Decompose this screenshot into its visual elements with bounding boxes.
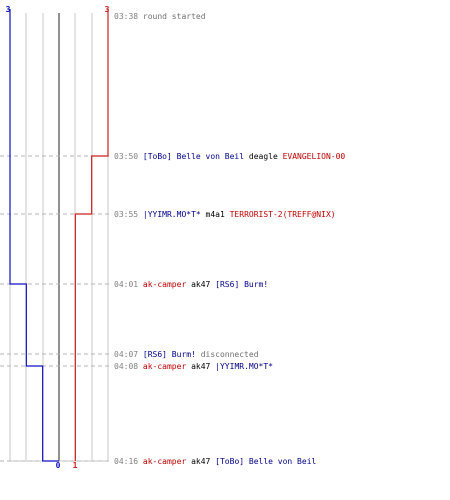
event-row: 04:08 ak-camper ak47 |YYIMR.MO*T*: [114, 362, 273, 371]
event-time: 03:38: [114, 12, 143, 21]
ct-end-count-label: 0: [56, 461, 61, 470]
event-part: disconnected: [196, 350, 259, 359]
event-time: 04:07: [114, 350, 143, 359]
event-part: [ToBo] Belle von Beil: [210, 457, 316, 466]
event-part: ak47: [186, 362, 210, 371]
event-row: 03:50 [ToBo] Belle von Beil deagle EVANG…: [114, 152, 345, 161]
team-count-labels: 3 3 0 1: [6, 5, 110, 470]
event-part: m4a1: [201, 210, 225, 219]
event-part: [ToBo] Belle von Beil: [143, 152, 244, 161]
event-part: |YYIMR.MO*T*: [143, 210, 201, 219]
event-connectors: [0, 155, 110, 462]
event-log: 03:38 round started 03:50 [ToBo] Belle vo…: [114, 12, 345, 466]
t-end-count-label: 1: [73, 461, 78, 470]
t-alive-line: [74, 9, 109, 461]
grid: [9, 13, 109, 462]
event-row: 04:01 ak-camper ak47 [RS6] Burm!: [114, 280, 268, 289]
event-time: 04:08: [114, 362, 143, 371]
event-part: |YYIMR.MO*T*: [210, 362, 273, 371]
event-part: TERRORIST-2(TREFF@NIX): [225, 210, 336, 219]
event-part: deagle: [244, 152, 278, 161]
event-part: ak-camper: [143, 362, 187, 371]
series-lines: [9, 9, 109, 462]
event-time: 04:01: [114, 280, 143, 289]
event-row: 04:07 [RS6] Burm! disconnected: [114, 350, 259, 359]
event-row: 03:55 |YYIMR.MO*T* m4a1 TERRORIST-2(TREF…: [114, 210, 336, 219]
event-row: 03:38 round started: [114, 12, 206, 21]
t-start-count-label: 3: [105, 5, 110, 14]
event-part: [RS6] Burm!: [210, 280, 268, 289]
event-time: 03:50: [114, 152, 143, 161]
event-time: 03:55: [114, 210, 143, 219]
ct-alive-line: [9, 9, 59, 462]
event-part: round started: [143, 12, 206, 21]
event-row: 04:16 ak-camper ak47 [ToBo] Belle von Be…: [114, 457, 317, 466]
event-part: ak47: [186, 280, 210, 289]
event-part: ak-camper: [143, 457, 187, 466]
event-part: EVANGELION-00: [278, 152, 346, 161]
ct-start-count-label: 3: [6, 5, 11, 14]
event-part: [RS6] Burm!: [143, 350, 196, 359]
event-time: 04:16: [114, 457, 143, 466]
event-part: ak47: [186, 457, 210, 466]
event-part: ak-camper: [143, 280, 187, 289]
